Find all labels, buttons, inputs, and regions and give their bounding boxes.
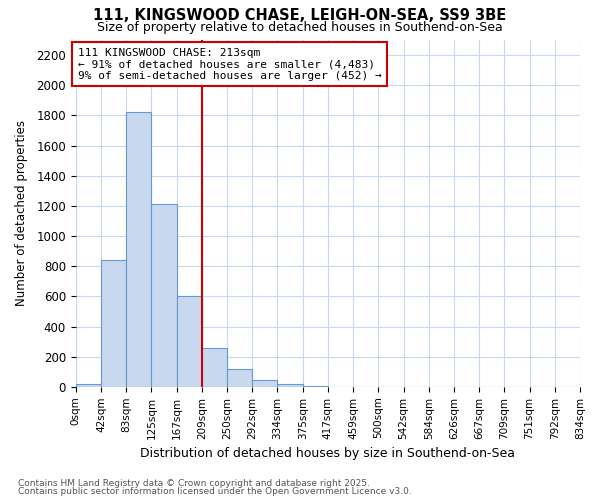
Y-axis label: Number of detached properties: Number of detached properties	[15, 120, 28, 306]
Bar	[302, 386, 328, 387]
Text: 111 KINGSWOOD CHASE: 213sqm
← 91% of detached houses are smaller (4,483)
9% of s: 111 KINGSWOOD CHASE: 213sqm ← 91% of det…	[78, 48, 382, 80]
Bar	[227, 368, 252, 387]
Text: Size of property relative to detached houses in Southend-on-Sea: Size of property relative to detached ho…	[97, 21, 503, 34]
Bar	[151, 204, 176, 387]
Text: 111, KINGSWOOD CHASE, LEIGH-ON-SEA, SS9 3BE: 111, KINGSWOOD CHASE, LEIGH-ON-SEA, SS9 …	[94, 8, 506, 22]
X-axis label: Distribution of detached houses by size in Southend-on-Sea: Distribution of detached houses by size …	[140, 447, 515, 460]
Bar	[252, 380, 277, 387]
Bar	[202, 348, 227, 387]
Bar	[76, 384, 101, 387]
Text: Contains public sector information licensed under the Open Government Licence v3: Contains public sector information licen…	[18, 487, 412, 496]
Bar	[277, 384, 302, 387]
Bar	[101, 260, 126, 387]
Text: Contains HM Land Registry data © Crown copyright and database right 2025.: Contains HM Land Registry data © Crown c…	[18, 478, 370, 488]
Bar	[126, 112, 151, 387]
Bar	[176, 296, 202, 387]
